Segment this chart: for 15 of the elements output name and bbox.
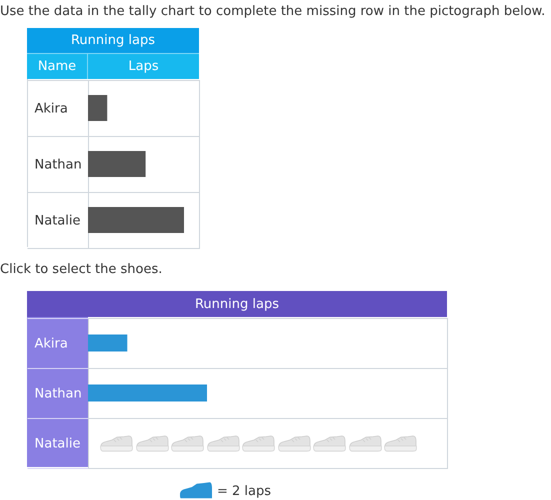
- y-tick-label: Akira: [34, 102, 68, 116]
- text: Use the data in the tally chart to complete the missing row in the pictograph below.: [0, 4, 546, 20]
- y-tick-label: Nathan: [34, 158, 82, 172]
- title-band: Running laps: [27, 28, 199, 53]
- x-axis-title: Laps: [128, 59, 159, 74]
- y-tick-label: Natalie: [34, 214, 80, 228]
- y-tick-label: Akira: [34, 336, 68, 352]
- title-band: Running laps: [27, 291, 447, 317]
- y-axis-title: Name: [38, 59, 76, 74]
- header-band: Name Laps: [27, 53, 199, 79]
- y-tick-label: Natalie: [34, 436, 80, 452]
- legend-label: = 2 laps: [217, 484, 272, 499]
- y-tick-label: Nathan: [34, 386, 82, 402]
- text: Click to select the shoes.: [0, 262, 162, 278]
- chart-title: Running laps: [70, 33, 155, 48]
